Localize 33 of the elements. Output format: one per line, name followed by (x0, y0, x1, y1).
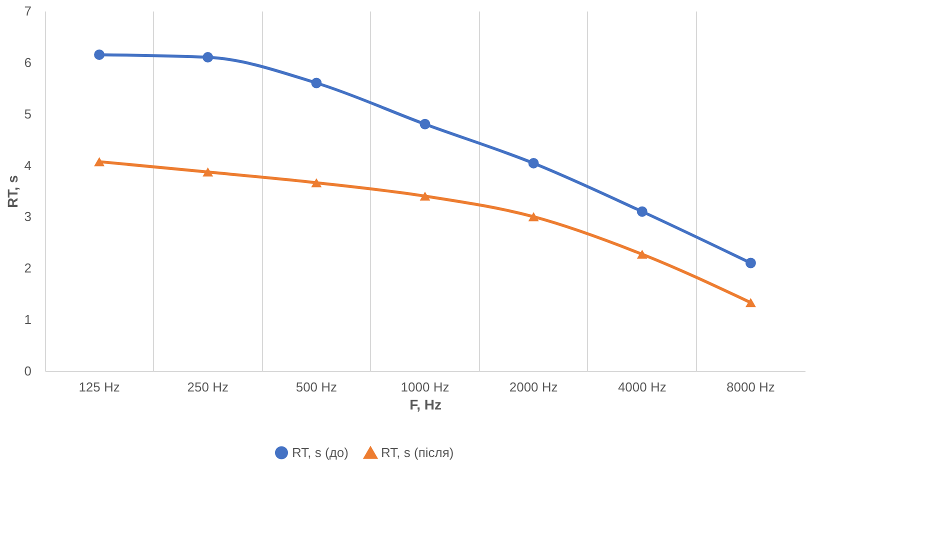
y-axis-title: RT, s (4, 174, 20, 208)
y-tick-label: 7 (24, 4, 32, 18)
point (745, 258, 756, 268)
legend-label: RT, s (до) (292, 444, 348, 460)
x-tick-label: 500 Hz (296, 380, 338, 394)
point (636, 206, 648, 217)
point (420, 192, 430, 201)
legend-label: RT, s (після) (381, 445, 454, 460)
point (528, 158, 539, 168)
point (745, 298, 756, 308)
x-axis-title: F, Hz (410, 396, 442, 412)
point (420, 118, 430, 130)
y-tick-label: 2 (24, 260, 32, 276)
x-tick-label: 125 Hz (78, 380, 120, 394)
point (311, 178, 322, 188)
point (202, 167, 214, 177)
point (528, 212, 539, 222)
y-tick-label: 3 (24, 209, 32, 224)
point (311, 78, 322, 88)
x-tick-label: 2000 Hz (509, 380, 558, 394)
x-tick-label: 4000 Hz (618, 380, 666, 394)
point (636, 250, 648, 259)
y-tick-label: 1 (24, 312, 32, 328)
y-tick-label: 4 (24, 158, 32, 173)
x-tick-label: 1000 Hz (400, 380, 450, 394)
y-tick-label: 5 (24, 106, 32, 122)
y-tick-label: 6 (24, 54, 32, 70)
point (202, 52, 214, 63)
y-tick-label: 0 (24, 364, 32, 378)
x-tick-label: 250 Hz (187, 380, 228, 394)
point (94, 157, 105, 166)
point (94, 49, 105, 60)
x-tick-label: 8000 Hz (726, 380, 775, 394)
